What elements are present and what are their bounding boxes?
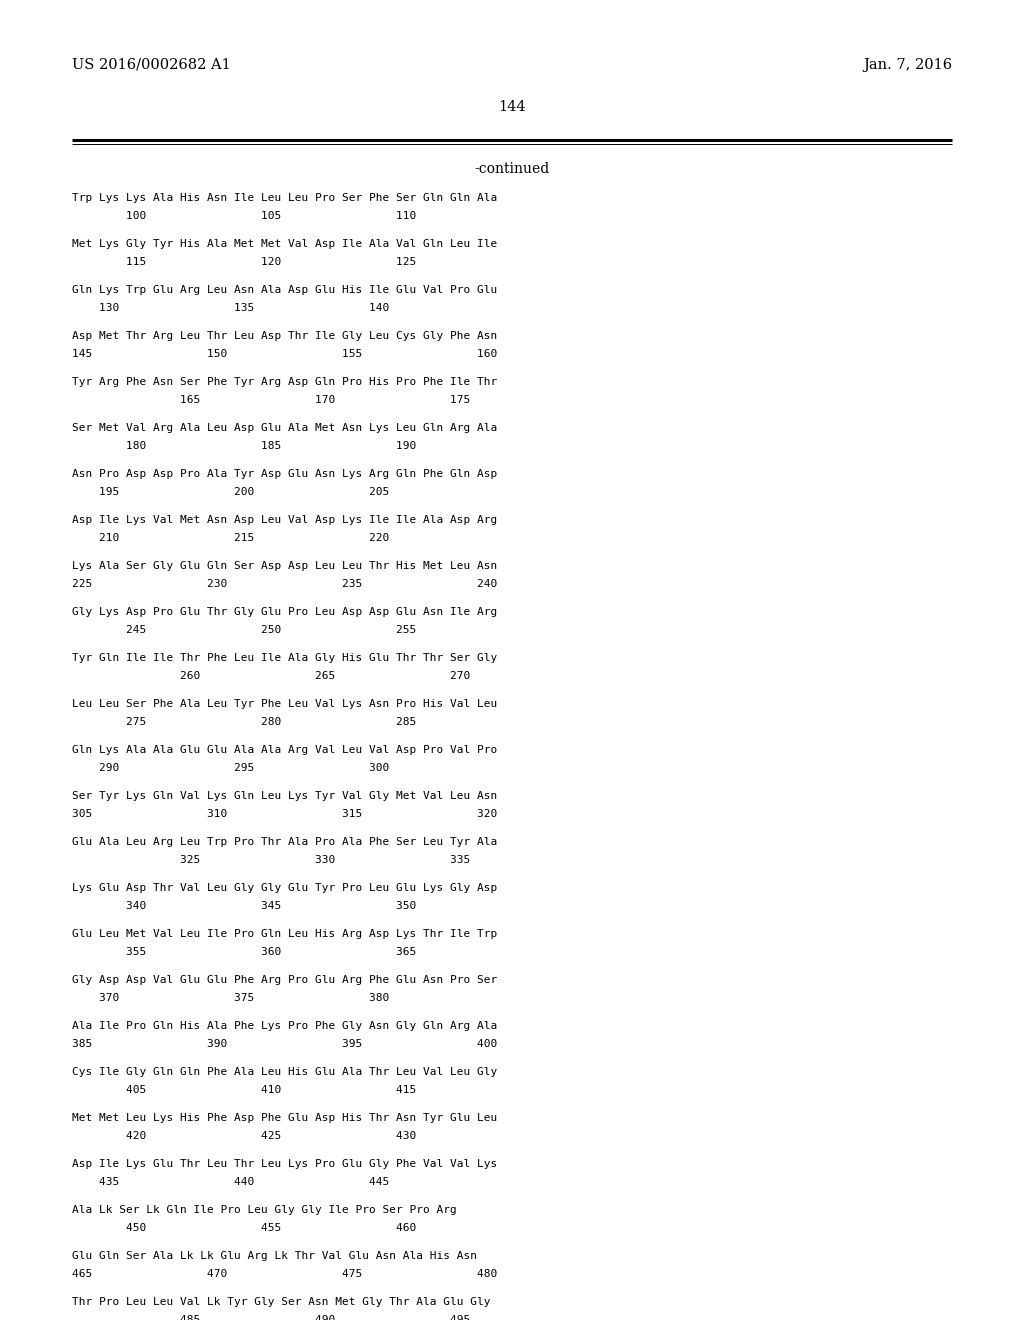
- Text: 405                 410                 415: 405 410 415: [72, 1085, 416, 1096]
- Text: Jan. 7, 2016: Jan. 7, 2016: [863, 58, 952, 73]
- Text: Cys Ile Gly Gln Gln Phe Ala Leu His Glu Ala Thr Leu Val Leu Gly: Cys Ile Gly Gln Gln Phe Ala Leu His Glu …: [72, 1067, 498, 1077]
- Text: 340                 345                 350: 340 345 350: [72, 902, 416, 911]
- Text: Asn Pro Asp Asp Pro Ala Tyr Asp Glu Asn Lys Arg Gln Phe Gln Asp: Asn Pro Asp Asp Pro Ala Tyr Asp Glu Asn …: [72, 469, 498, 479]
- Text: Gly Asp Asp Val Glu Glu Phe Arg Pro Glu Arg Phe Glu Asn Pro Ser: Gly Asp Asp Val Glu Glu Phe Arg Pro Glu …: [72, 975, 498, 985]
- Text: 100                 105                 110: 100 105 110: [72, 211, 416, 220]
- Text: Lys Ala Ser Gly Glu Gln Ser Asp Asp Leu Leu Thr His Met Leu Asn: Lys Ala Ser Gly Glu Gln Ser Asp Asp Leu …: [72, 561, 498, 572]
- Text: Met Lys Gly Tyr His Ala Met Met Val Asp Ile Ala Val Gln Leu Ile: Met Lys Gly Tyr His Ala Met Met Val Asp …: [72, 239, 498, 249]
- Text: 290                 295                 300: 290 295 300: [72, 763, 389, 774]
- Text: Met Met Leu Lys His Phe Asp Phe Glu Asp His Thr Asn Tyr Glu Leu: Met Met Leu Lys His Phe Asp Phe Glu Asp …: [72, 1113, 498, 1123]
- Text: 144: 144: [499, 100, 525, 114]
- Text: Glu Gln Ser Ala Lk Lk Glu Arg Lk Thr Val Glu Asn Ala His Asn: Glu Gln Ser Ala Lk Lk Glu Arg Lk Thr Val…: [72, 1251, 477, 1261]
- Text: 195                 200                 205: 195 200 205: [72, 487, 389, 498]
- Text: Trp Lys Lys Ala His Asn Ile Leu Leu Pro Ser Phe Ser Gln Gln Ala: Trp Lys Lys Ala His Asn Ile Leu Leu Pro …: [72, 193, 498, 203]
- Text: 165                 170                 175: 165 170 175: [72, 395, 470, 405]
- Text: US 2016/0002682 A1: US 2016/0002682 A1: [72, 58, 230, 73]
- Text: 485                 490                 495: 485 490 495: [72, 1315, 470, 1320]
- Text: 325                 330                 335: 325 330 335: [72, 855, 470, 865]
- Text: 245                 250                 255: 245 250 255: [72, 624, 416, 635]
- Text: 210                 215                 220: 210 215 220: [72, 533, 389, 543]
- Text: Ser Met Val Arg Ala Leu Asp Glu Ala Met Asn Lys Leu Gln Arg Ala: Ser Met Val Arg Ala Leu Asp Glu Ala Met …: [72, 422, 498, 433]
- Text: Glu Leu Met Val Leu Ile Pro Gln Leu His Arg Asp Lys Thr Ile Trp: Glu Leu Met Val Leu Ile Pro Gln Leu His …: [72, 929, 498, 939]
- Text: Tyr Arg Phe Asn Ser Phe Tyr Arg Asp Gln Pro His Pro Phe Ile Thr: Tyr Arg Phe Asn Ser Phe Tyr Arg Asp Gln …: [72, 378, 498, 387]
- Text: 355                 360                 365: 355 360 365: [72, 946, 416, 957]
- Text: Glu Ala Leu Arg Leu Trp Pro Thr Ala Pro Ala Phe Ser Leu Tyr Ala: Glu Ala Leu Arg Leu Trp Pro Thr Ala Pro …: [72, 837, 498, 847]
- Text: -continued: -continued: [474, 162, 550, 176]
- Text: Gly Lys Asp Pro Glu Thr Gly Glu Pro Leu Asp Asp Glu Asn Ile Arg: Gly Lys Asp Pro Glu Thr Gly Glu Pro Leu …: [72, 607, 498, 616]
- Text: 130                 135                 140: 130 135 140: [72, 304, 389, 313]
- Text: 305                 310                 315                 320: 305 310 315 320: [72, 809, 498, 818]
- Text: Tyr Gln Ile Ile Thr Phe Leu Ile Ala Gly His Glu Thr Thr Ser Gly: Tyr Gln Ile Ile Thr Phe Leu Ile Ala Gly …: [72, 653, 498, 663]
- Text: 115                 120                 125: 115 120 125: [72, 257, 416, 267]
- Text: 450                 455                 460: 450 455 460: [72, 1224, 416, 1233]
- Text: 145                 150                 155                 160: 145 150 155 160: [72, 348, 498, 359]
- Text: Asp Ile Lys Glu Thr Leu Thr Leu Lys Pro Glu Gly Phe Val Val Lys: Asp Ile Lys Glu Thr Leu Thr Leu Lys Pro …: [72, 1159, 498, 1170]
- Text: 225                 230                 235                 240: 225 230 235 240: [72, 579, 498, 589]
- Text: 180                 185                 190: 180 185 190: [72, 441, 416, 451]
- Text: Asp Ile Lys Val Met Asn Asp Leu Val Asp Lys Ile Ile Ala Asp Arg: Asp Ile Lys Val Met Asn Asp Leu Val Asp …: [72, 515, 498, 525]
- Text: Thr Pro Leu Leu Val Lk Tyr Gly Ser Asn Met Gly Thr Ala Glu Gly: Thr Pro Leu Leu Val Lk Tyr Gly Ser Asn M…: [72, 1298, 490, 1307]
- Text: 465                 470                 475                 480: 465 470 475 480: [72, 1269, 498, 1279]
- Text: 370                 375                 380: 370 375 380: [72, 993, 389, 1003]
- Text: 420                 425                 430: 420 425 430: [72, 1131, 416, 1140]
- Text: Leu Leu Ser Phe Ala Leu Tyr Phe Leu Val Lys Asn Pro His Val Leu: Leu Leu Ser Phe Ala Leu Tyr Phe Leu Val …: [72, 700, 498, 709]
- Text: Ala Lk Ser Lk Gln Ile Pro Leu Gly Gly Ile Pro Ser Pro Arg: Ala Lk Ser Lk Gln Ile Pro Leu Gly Gly Il…: [72, 1205, 457, 1214]
- Text: Ser Tyr Lys Gln Val Lys Gln Leu Lys Tyr Val Gly Met Val Leu Asn: Ser Tyr Lys Gln Val Lys Gln Leu Lys Tyr …: [72, 791, 498, 801]
- Text: 275                 280                 285: 275 280 285: [72, 717, 416, 727]
- Text: Asp Met Thr Arg Leu Thr Leu Asp Thr Ile Gly Leu Cys Gly Phe Asn: Asp Met Thr Arg Leu Thr Leu Asp Thr Ile …: [72, 331, 498, 341]
- Text: Lys Glu Asp Thr Val Leu Gly Gly Glu Tyr Pro Leu Glu Lys Gly Asp: Lys Glu Asp Thr Val Leu Gly Gly Glu Tyr …: [72, 883, 498, 894]
- Text: Gln Lys Trp Glu Arg Leu Asn Ala Asp Glu His Ile Glu Val Pro Glu: Gln Lys Trp Glu Arg Leu Asn Ala Asp Glu …: [72, 285, 498, 294]
- Text: 260                 265                 270: 260 265 270: [72, 671, 470, 681]
- Text: 435                 440                 445: 435 440 445: [72, 1177, 389, 1187]
- Text: 385                 390                 395                 400: 385 390 395 400: [72, 1039, 498, 1049]
- Text: Gln Lys Ala Ala Glu Glu Ala Ala Arg Val Leu Val Asp Pro Val Pro: Gln Lys Ala Ala Glu Glu Ala Ala Arg Val …: [72, 744, 498, 755]
- Text: Ala Ile Pro Gln His Ala Phe Lys Pro Phe Gly Asn Gly Gln Arg Ala: Ala Ile Pro Gln His Ala Phe Lys Pro Phe …: [72, 1020, 498, 1031]
